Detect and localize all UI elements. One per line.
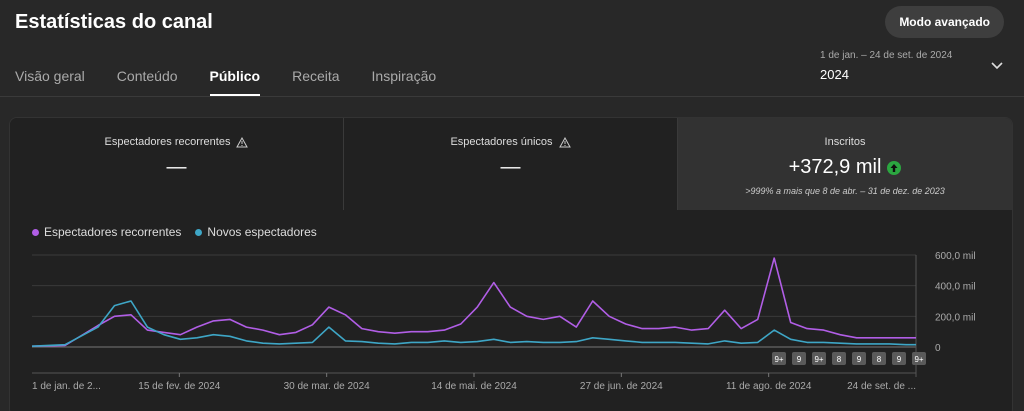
- video-badge-label: 8: [837, 355, 842, 364]
- legend-dot: [195, 228, 203, 236]
- warning-icon: [558, 136, 571, 147]
- metric-label-text: Espectadores recorrentes: [104, 136, 231, 148]
- video-badge: [912, 352, 926, 365]
- video-badge: [772, 352, 786, 365]
- tab-inspiration[interactable]: Inspiração: [371, 68, 437, 84]
- warning-icon: [236, 136, 249, 147]
- video-badge: [792, 352, 806, 365]
- metric-unique[interactable]: Espectadores únicos —: [344, 118, 678, 210]
- x-tick-label: 14 de mai. de 2024: [431, 381, 517, 392]
- video-badge-label: 9: [797, 355, 802, 364]
- audience-line-chart: 600,0 mil 400,0 mil 200,0 mil 0 1 de jan. de…: [31, 251, 976, 392]
- video-badge-label: 9+: [814, 355, 823, 364]
- video-badge: [852, 352, 866, 365]
- x-tick-label: 24 de set. de ...: [847, 381, 916, 392]
- video-badge-label: 9: [857, 355, 862, 364]
- tab-bar: Visão geral Conteúdo Público Receita Ins…: [15, 56, 468, 96]
- video-badge: [892, 352, 906, 365]
- metrics-row: Espectadores recorrentes — Espectadores …: [10, 118, 1012, 210]
- tab-content[interactable]: Conteúdo: [116, 68, 178, 84]
- legend-item[interactable]: Novos espectadores: [195, 225, 317, 239]
- header-divider: [0, 96, 1024, 97]
- x-tick-label: 1 de jan. de 2...: [32, 381, 101, 392]
- x-tick-label: 11 de ago. de 2024: [726, 381, 812, 392]
- metric-value: —: [166, 156, 187, 178]
- date-range-selector[interactable]: 1 de jan. – 24 de set. de 2024 2024: [820, 50, 952, 82]
- x-tick-label: 27 de jun. de 2024: [580, 381, 663, 392]
- tab-revenue[interactable]: Receita: [292, 68, 340, 84]
- tab-overview[interactable]: Visão geral: [15, 68, 85, 84]
- legend-label: Novos espectadores: [207, 225, 317, 239]
- video-badge-label: 8: [877, 355, 882, 364]
- series-line-returning: [31, 257, 916, 347]
- series-line-new: [31, 300, 916, 347]
- metric-value: —: [500, 156, 521, 178]
- legend-item[interactable]: Espectadores recorrentes: [32, 225, 181, 239]
- metric-label: Espectadores únicos: [450, 136, 571, 148]
- legend-dot: [32, 228, 39, 236]
- metric-returning[interactable]: Espectadores recorrentes —: [10, 118, 344, 210]
- chart-legend: Espectadores recorrentes Novos espectado…: [32, 225, 317, 239]
- y-tick-label: 0: [935, 343, 941, 354]
- x-tick-label: 15 de fev. de 2024: [138, 381, 221, 392]
- arrow-up-icon: [887, 160, 902, 175]
- video-badge: [872, 352, 886, 365]
- legend-label: Espectadores recorrentes: [44, 225, 182, 239]
- metric-label-text: Espectadores únicos: [450, 136, 553, 148]
- video-badge: [832, 352, 846, 365]
- metric-value: +372,9 mil: [789, 156, 902, 179]
- audience-card: Espectadores recorrentes — Espectadores …: [9, 117, 1013, 411]
- video-badge: [812, 352, 826, 365]
- metric-label: Inscritos: [824, 136, 866, 148]
- metric-label: Espectadores recorrentes: [105, 136, 249, 148]
- x-tick-label: 30 de mar. de 2024: [284, 381, 371, 392]
- chevron-down-icon[interactable]: [990, 59, 1004, 73]
- page-title: Estatísticas do canal: [15, 11, 213, 33]
- metric-subscribers[interactable]: Inscritos +372,9 mil >999% a mais que 8 …: [678, 118, 1012, 210]
- video-badge-label: 9+: [914, 355, 923, 364]
- metric-value-text: +372,9 mil: [788, 156, 882, 178]
- metric-note: >999% a mais que 8 de abr. – 31 de dez. …: [745, 186, 945, 196]
- date-range-sub: 1 de jan. – 24 de set. de 2024: [820, 50, 953, 61]
- advanced-mode-button[interactable]: Modo avançado: [885, 6, 1004, 38]
- video-badge-label: 9: [897, 355, 902, 364]
- video-badge-label: 9+: [774, 355, 783, 364]
- date-range-main: 2024: [820, 67, 849, 82]
- tab-audience[interactable]: Público: [209, 56, 260, 96]
- y-tick-label: 600,0 mil: [935, 251, 976, 262]
- y-tick-label: 200,0 mil: [935, 312, 976, 323]
- y-tick-label: 400,0 mil: [935, 282, 976, 293]
